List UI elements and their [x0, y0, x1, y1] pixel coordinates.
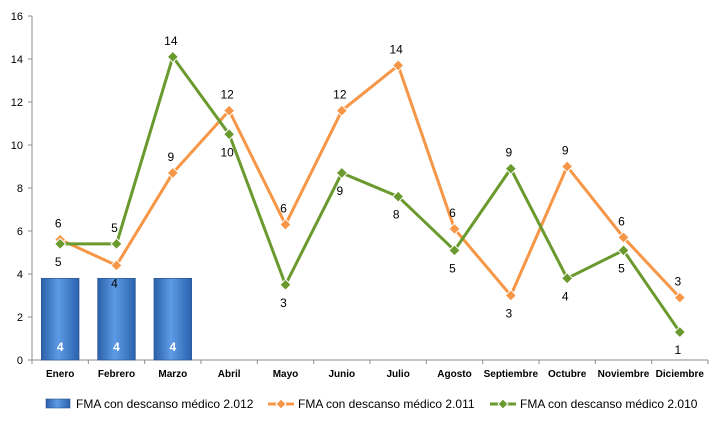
data-label: 3 — [280, 296, 287, 310]
data-label: 9 — [562, 144, 569, 158]
bar — [153, 277, 193, 361]
data-point — [222, 104, 236, 117]
data-label: 8 — [393, 208, 400, 222]
data-label: 9 — [336, 184, 343, 198]
data-point — [673, 325, 687, 339]
data-label: 12 — [220, 88, 234, 102]
x-tick-label: Agosto — [437, 369, 471, 380]
x-tick-label: Octubre — [548, 369, 587, 380]
legend: FMA con descanso médico 2.012 FMA con des… — [45, 397, 698, 411]
data-point — [617, 231, 630, 244]
x-tick-label: Marzo — [158, 369, 187, 380]
data-label: 14 — [389, 42, 403, 56]
y-tick-label: 16 — [11, 11, 23, 23]
x-tick-label: Junio — [328, 369, 355, 380]
x-tick-label: Enero — [46, 369, 74, 380]
y-tick-label: 4 — [17, 269, 23, 281]
y-tick-label: 10 — [11, 140, 23, 152]
data-point — [335, 166, 349, 180]
series-line — [59, 63, 681, 299]
data-point — [504, 289, 518, 302]
x-tick-label: Noviembre — [598, 369, 650, 380]
data-label: 3 — [674, 275, 681, 289]
series-line — [60, 55, 682, 333]
line-series — [53, 50, 687, 339]
legend-marker — [497, 398, 509, 410]
data-point — [448, 244, 461, 257]
data-label: 9 — [505, 146, 512, 160]
data-label: 4 — [111, 276, 118, 290]
data-label: 9 — [167, 150, 174, 164]
bar-data-label: 4 — [169, 340, 176, 354]
data-point — [110, 259, 123, 272]
data-label: 5 — [449, 261, 456, 275]
data-label: 14 — [164, 34, 178, 48]
bar-data-label: 4 — [57, 340, 64, 354]
x-tick-label: Septiembre — [484, 369, 539, 380]
data-label: 5 — [111, 221, 118, 235]
data-labels: 4 4 4 6 4 9 12 6 12 14 6 3 9 6 3 5 5 14 10 3 9 8 5 9 4 5 1 — [55, 34, 682, 357]
legend-swatch — [45, 398, 71, 409]
data-point — [110, 237, 123, 251]
legend-label: FMA con descanso médico 2.012 — [76, 397, 254, 411]
data-point — [222, 128, 236, 141]
y-tick-label: 6 — [17, 226, 23, 238]
data-point — [166, 50, 180, 64]
data-label: 1 — [674, 343, 681, 357]
data-label: 3 — [505, 307, 512, 321]
x-tick-label: Abril — [218, 369, 241, 380]
data-label: 6 — [618, 214, 625, 228]
x-tick-label: Mayo — [273, 369, 299, 380]
bar-data-label: 4 — [113, 340, 120, 354]
y-tick-label: 2 — [17, 312, 23, 324]
y-tick-label: 12 — [11, 97, 23, 109]
legend-label: FMA con descanso médico 2.010 — [520, 397, 698, 411]
legend-marker — [275, 398, 287, 410]
data-point — [53, 237, 67, 251]
bar — [40, 277, 80, 361]
data-point — [504, 162, 518, 175]
y-tick-label: 14 — [11, 54, 23, 66]
data-point — [560, 160, 574, 173]
data-point — [448, 222, 461, 236]
x-tick-label: Julio — [386, 369, 409, 380]
data-point — [391, 190, 405, 203]
data-point — [335, 104, 349, 117]
data-label: 12 — [333, 88, 347, 102]
data-point — [617, 244, 630, 257]
x-tick-label: Diciembre — [656, 369, 705, 380]
data-point — [560, 272, 574, 285]
legend-label: FMA con descanso médico 2.011 — [298, 397, 475, 411]
bar-series — [40, 277, 193, 361]
data-point — [279, 218, 292, 231]
data-point — [673, 291, 687, 304]
data-label: 6 — [280, 202, 287, 216]
data-label: 6 — [449, 206, 456, 220]
data-point — [279, 278, 292, 291]
data-label: 5 — [55, 255, 62, 269]
x-tick-label: Febrero — [98, 369, 135, 380]
data-point — [166, 166, 180, 180]
y-tick-label: 8 — [17, 183, 23, 195]
y-tick-label: 0 — [17, 355, 23, 367]
data-label: 5 — [618, 261, 625, 275]
data-label: 4 — [562, 289, 569, 303]
data-point — [391, 59, 405, 72]
data-label: 10 — [220, 145, 234, 159]
data-label: 6 — [55, 217, 62, 231]
bar — [97, 277, 136, 361]
